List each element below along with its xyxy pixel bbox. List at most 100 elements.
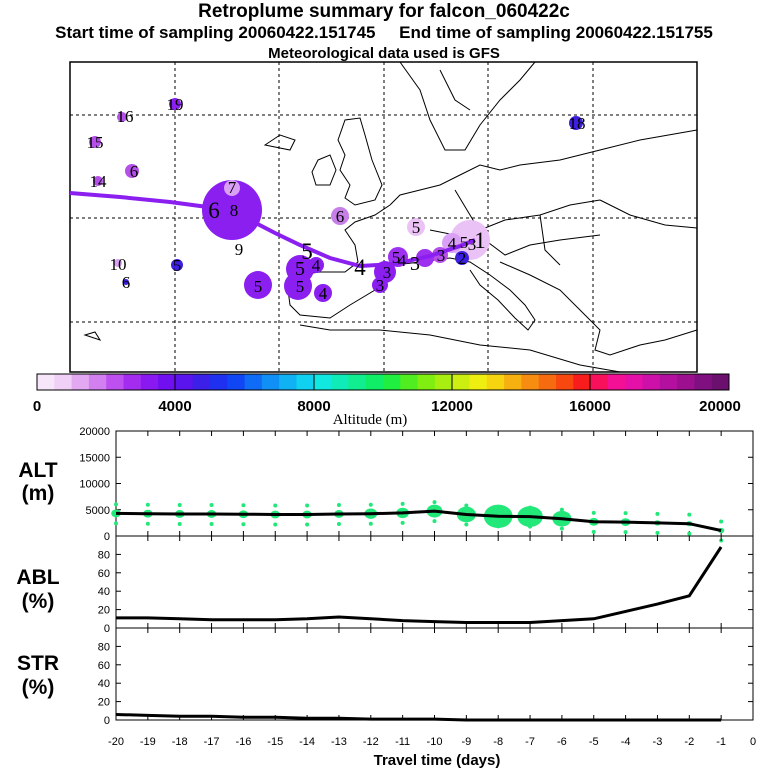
- plume-circle: [284, 272, 312, 300]
- coastline-britain: [337, 117, 383, 206]
- map-label: 4: [448, 234, 457, 253]
- alt-dot: [336, 521, 341, 526]
- str-label: STR: [17, 652, 59, 675]
- map-label: 16: [117, 107, 134, 126]
- panel-frame: [115, 535, 754, 629]
- panel-1: 0 20 40 60 80: [98, 535, 754, 635]
- map-label: 5: [173, 256, 182, 275]
- panel-2: 0 20 40 60 80: [98, 627, 754, 727]
- map-label: 2: [458, 249, 467, 268]
- alt-dot: [655, 511, 660, 516]
- x-tick-label: -7: [525, 736, 535, 748]
- map-label: 19: [167, 95, 184, 114]
- met-data-note: Meteorological data used is GFS: [268, 45, 500, 62]
- colorbar-frame: [36, 373, 730, 391]
- colorbar-cell: [365, 374, 384, 390]
- map-label: 5: [295, 258, 305, 280]
- plume-circle: [114, 259, 122, 267]
- x-tick-label: -9: [461, 736, 471, 748]
- abl-unit: (%): [22, 590, 55, 613]
- alt-dot: [623, 511, 628, 516]
- plume-circle: [455, 251, 469, 265]
- coastline-ireland: [311, 154, 337, 186]
- end-time: End time of sampling 20060422.151755: [399, 23, 713, 42]
- alt-dot: [591, 510, 596, 515]
- map-label: 6: [208, 198, 220, 223]
- coastline-north-europe: [389, 129, 698, 206]
- plume-circle: [314, 284, 332, 302]
- plume-circle: [407, 218, 425, 236]
- coastline-faroe: [263, 134, 296, 151]
- colorbar-cell: [313, 374, 332, 390]
- coastline-scandinavia: [399, 61, 536, 151]
- colorbar-cell: [642, 374, 661, 390]
- alt-dot: [336, 502, 341, 507]
- str-unit: (%): [22, 676, 55, 699]
- colorbar-cell: [417, 374, 436, 390]
- alt-dot: [496, 524, 501, 529]
- alt-dot: [177, 502, 182, 507]
- x-tick-label: 0: [750, 736, 756, 748]
- x-tick-label: -11: [395, 736, 410, 748]
- map-label: 18: [569, 114, 586, 133]
- colorbar-cell: [54, 374, 73, 390]
- plume-circle: [331, 207, 349, 225]
- colorbar-cell: [140, 374, 159, 390]
- x-tick-label: -2: [684, 736, 694, 748]
- country-border-central-3: [539, 214, 561, 266]
- colorbar-cell: [106, 374, 124, 390]
- coastline-italy: [394, 257, 536, 331]
- colorbar-cell: [573, 374, 592, 390]
- colorbar-cell: [694, 374, 713, 390]
- alt-dot: [687, 512, 692, 517]
- colorbar-tick: 8000: [297, 398, 330, 415]
- x-tick-label: -6: [557, 736, 567, 748]
- colorbar-cell: [607, 374, 626, 390]
- colorbar-cell: [590, 374, 609, 390]
- alt-dot: [528, 505, 533, 510]
- map-label: 6: [130, 162, 139, 181]
- y-tick-label: 0: [104, 715, 110, 727]
- x-tick-label: -16: [235, 736, 251, 748]
- x-tick-label: -19: [140, 736, 156, 748]
- grid-lines: [70, 62, 697, 372]
- colorbar-cell: [659, 374, 678, 390]
- colorbar-cell: [88, 374, 107, 390]
- coastline-north-africa: [299, 324, 621, 373]
- alt-dot: [719, 519, 724, 524]
- x-tick-label: -3: [653, 736, 663, 748]
- plume-circle: [372, 277, 388, 293]
- x-tick-label: -17: [204, 736, 220, 748]
- map-label: 5: [460, 233, 469, 252]
- alt-dot: [623, 530, 628, 535]
- map-label: 14: [90, 172, 108, 191]
- alt-dot: [368, 502, 373, 507]
- alt-dot: [559, 526, 564, 531]
- alt-dot: [114, 502, 118, 507]
- colorbar-cell: [71, 374, 90, 390]
- colorbar-cell: [556, 374, 574, 390]
- alt-dot: [400, 501, 405, 506]
- colorbar-cell: [538, 374, 557, 390]
- alt-dot: [687, 531, 692, 536]
- colorbar-cell: [521, 374, 540, 390]
- map-label: 3: [376, 276, 385, 295]
- colorbar-tick: 0: [33, 398, 41, 415]
- y-tick-label: 80: [98, 641, 110, 653]
- map-label: 5: [296, 277, 305, 296]
- colorbar-cell: [296, 374, 315, 390]
- abl-label: ABL: [16, 566, 59, 589]
- x-tick-label: -14: [299, 736, 315, 748]
- map-label: 10: [110, 255, 127, 274]
- alt-dot: [145, 521, 150, 526]
- map-frame: [69, 61, 698, 373]
- coastline-islands: [83, 331, 102, 341]
- alt-dot: [241, 503, 246, 508]
- x-tick-label: -10: [427, 736, 443, 748]
- y-tick-label: 80: [98, 549, 110, 561]
- map-label: 1: [474, 228, 486, 253]
- map-label: 3: [383, 263, 392, 282]
- coastline-balkans: [499, 261, 698, 356]
- alt-dot: [145, 502, 150, 507]
